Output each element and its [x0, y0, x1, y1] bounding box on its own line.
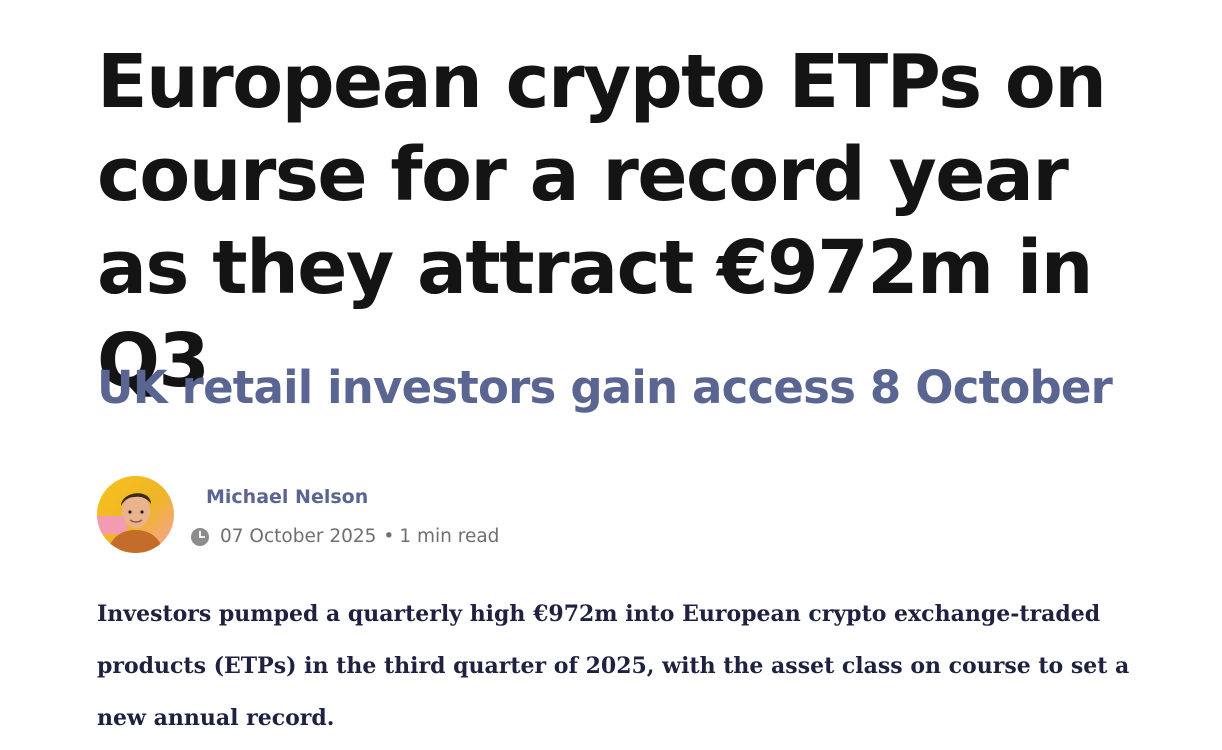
subheadline: UK retail investors gain access 8 Octobe… — [97, 361, 1113, 414]
headline: European crypto ETPs on course for a rec… — [97, 39, 1107, 404]
meta-separator: • — [383, 526, 395, 547]
author-avatar[interactable] — [97, 476, 174, 553]
lede-paragraph: Investors pumped a quarterly high €972m … — [97, 601, 1130, 731]
publish-date: 07 October 2025 — [220, 526, 377, 547]
article-meta: 07 October 2025 • 1 min read — [190, 524, 499, 550]
read-time: 1 min read — [399, 526, 500, 547]
author-name[interactable]: Michael Nelson — [206, 486, 369, 508]
clock-icon — [190, 527, 210, 547]
author-avatar-photo-icon — [97, 476, 174, 553]
